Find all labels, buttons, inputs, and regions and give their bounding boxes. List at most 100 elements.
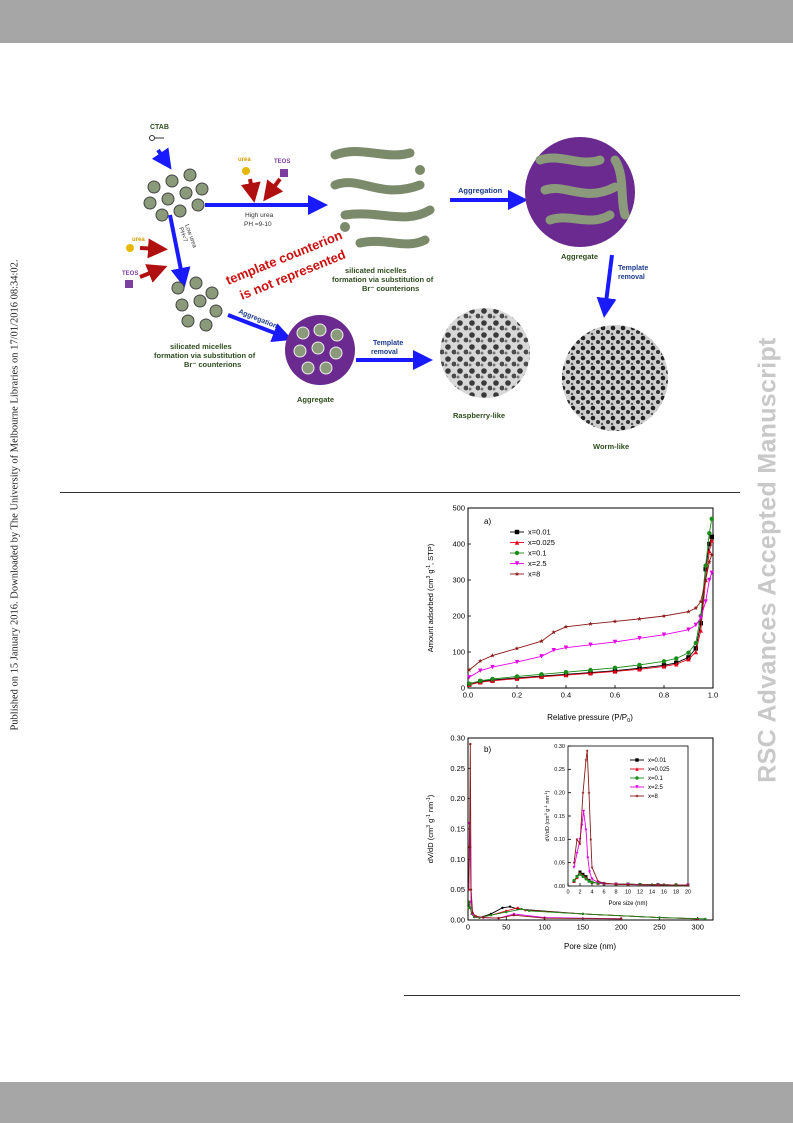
section-rule-bottom (404, 995, 740, 996)
chart-b-ytick-label: 0.25 (450, 764, 465, 773)
chart-b-ylabel: dV/dD (cm3 g-1 nm-1) (426, 794, 435, 863)
watermark-text: RSC Advances Accepted Manuscript (753, 337, 782, 783)
chart-b-inset-point (578, 842, 582, 846)
raspberry-like-tem-image (440, 308, 530, 398)
chart-b-xtick-label: 100 (538, 923, 551, 932)
chart-b-inset-point (584, 828, 588, 832)
worm-like-label: Worm-like (593, 442, 629, 451)
chart-a-point (686, 609, 691, 614)
chart-a-xtick-label: 0.0 (463, 691, 473, 700)
template-removal-right-arrow (596, 254, 617, 318)
chart-a-ytick-label: 400 (452, 540, 465, 549)
chart-b-ytick-label: 0.15 (450, 825, 465, 834)
chart-a-point (551, 629, 557, 635)
chart-b-inset-xtick-label: 12 (637, 890, 643, 896)
urea-left-icon (126, 244, 134, 252)
teos-left-arrow (139, 264, 168, 283)
aggregation-top-label: Aggregation (458, 186, 503, 195)
chart-a-point (707, 577, 712, 583)
chart-a-point (563, 669, 569, 675)
aggregate-bottom-label: Aggregate (297, 395, 334, 404)
urea-icon (242, 167, 250, 175)
chart-b-xtick-label: 0 (466, 923, 470, 932)
worm-micelles-cluster (330, 146, 435, 249)
chart-b-inset-point (572, 865, 576, 869)
chart-a-point (703, 599, 708, 604)
chart-a-legend-marker (514, 550, 520, 556)
chart-a-ylabel: Amount adsorbed (cm3 g-1, STP) (426, 543, 435, 652)
chart-a-point (693, 605, 699, 611)
chart-b-panel-label: b) (484, 745, 491, 754)
urea-left-arrow (139, 238, 168, 259)
chart-a-legend-marker (514, 540, 520, 545)
chart-b-point (469, 742, 472, 746)
chart-b-inset-series-line (573, 750, 688, 886)
chart-a-point (539, 672, 544, 677)
chart-b-xlabel: Pore size (nm) (564, 942, 616, 951)
chart-a-ytick-label: 0 (461, 684, 465, 693)
ctab-label: CTAB (150, 124, 169, 131)
chart-b-inset-point (572, 878, 576, 882)
chart-a-xtick-label: 0.8 (659, 691, 669, 700)
silicated-top-l3: Br⁻ counterions (362, 284, 419, 293)
chart-a-xtick-label: 0.2 (512, 691, 522, 700)
chart-b-point (619, 917, 623, 920)
chart-a-legend-label: x=2.5 (528, 559, 547, 568)
chart-b-inset-xtick-label: 6 (602, 890, 605, 896)
chart-b-xtick-label: 250 (653, 923, 666, 932)
chart-b-inset-legend-label: x=2.5 (648, 785, 664, 791)
chart-b-inset-legend: x=0.01 x=0.025 x=0.1 x=2.5 x=8 (630, 758, 670, 800)
chart-a-point (686, 650, 691, 655)
chart-a-point (612, 618, 618, 624)
chart-b-inset-xtick-label: 0 (566, 890, 569, 896)
chart-a-point (477, 658, 483, 663)
chart-a-point (686, 657, 691, 662)
high-urea-label: High urea (245, 212, 274, 219)
chart-a-point (539, 638, 544, 644)
teos-top-label: TEOS (274, 159, 290, 165)
chart-b-xtick-label: 150 (577, 923, 590, 932)
chart-a-point (709, 570, 714, 575)
chart-b-inset-legend-marker (635, 767, 639, 771)
silicated-top-l2: formation via substitution of (332, 275, 434, 284)
chart-a-point (490, 653, 495, 658)
chart-a-point (709, 552, 715, 557)
chart-a-legend-label: x=0.025 (528, 538, 555, 547)
teos-left-icon (125, 280, 133, 288)
chart-a-point (612, 639, 618, 645)
chart-b-inset-xtick-label: 18 (673, 890, 679, 896)
ctab-molecule-icon (149, 135, 164, 141)
chart-b-point (543, 916, 546, 920)
chart-b-inset-point (587, 791, 591, 794)
chart-b-inset-legend-marker (635, 785, 639, 789)
chart-b-inset-point (584, 877, 588, 881)
chart-b-inset-point (585, 749, 589, 752)
chart-a-point (693, 649, 699, 655)
chart-a-point (588, 621, 593, 626)
chart-b-point (501, 906, 504, 910)
chart-a-point (709, 534, 714, 539)
chart-b-inset-point (596, 879, 600, 883)
chart-a-point (707, 549, 712, 554)
chart-a-point (588, 667, 593, 673)
chart-a-point (563, 672, 569, 678)
chart-b-point (482, 916, 485, 919)
chart-b-inset-point (581, 875, 585, 879)
chart-b-inset-point (589, 837, 593, 841)
chart-a-ytick-label: 300 (452, 576, 465, 585)
chart-a-point (466, 667, 472, 672)
chart-b-inset-xtick-label: 10 (625, 890, 631, 896)
chart-a-point (588, 642, 593, 647)
chart-b-xtick-label: 300 (691, 923, 704, 932)
chart-a-point (674, 656, 679, 661)
chart-a-legend-marker (514, 571, 520, 576)
chart-a-point (539, 654, 544, 659)
chart-b-inset-legend-label: x=8 (648, 794, 659, 800)
chart-b-inset-ytick-label: 0.05 (554, 861, 565, 867)
chart-b-inset-xtick-label: 14 (649, 890, 655, 896)
chart-b-inset-frame (567, 745, 689, 887)
chart-b-inset-ytick-label: 0.10 (554, 837, 565, 843)
chart-a-point (514, 674, 520, 679)
chart-b-point (520, 907, 523, 911)
chart-a-point (637, 616, 642, 621)
